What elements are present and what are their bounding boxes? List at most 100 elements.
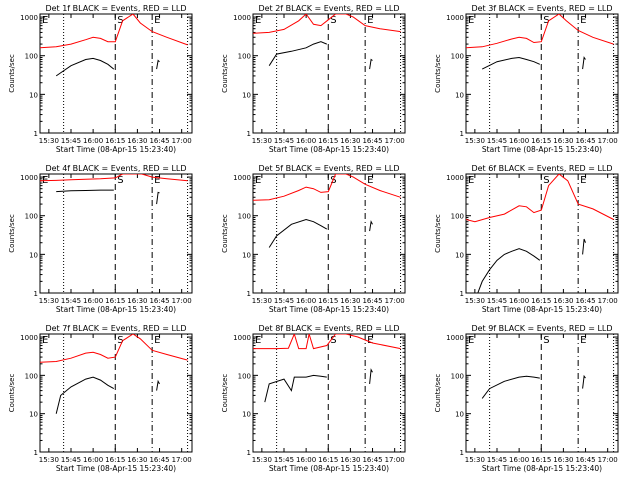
x-axis-label: Start Time (08-Apr-15 15:23:40) [269, 305, 389, 314]
x-tick-label: 15:30 [39, 297, 59, 305]
x-tick-label: 16:45 [362, 297, 382, 305]
events-series-line [481, 56, 541, 70]
marker-label: E [468, 335, 474, 346]
y-tick-label: 10 [455, 251, 464, 259]
y-tick-label: 100 [25, 372, 38, 380]
plot-frame [465, 173, 619, 294]
y-axis-label: Counts/sec [434, 54, 442, 93]
x-tick-label: 15:30 [39, 137, 59, 145]
y-tick-label: 100 [451, 213, 464, 221]
series-group [481, 374, 586, 399]
y-tick-label: 1000 [233, 174, 251, 182]
x-tick-label: 17:00 [172, 297, 192, 305]
x-tick-label: 16:00 [509, 137, 529, 145]
plot-frame [39, 173, 193, 294]
y-axis-label: Counts/sec [8, 374, 16, 413]
y-tick-label: 1000 [20, 14, 38, 22]
y-axis-label: Counts/sec [221, 374, 229, 413]
y-axis-label: Counts/sec [221, 54, 229, 93]
events-series-line [268, 41, 327, 66]
y-tick-label: 100 [238, 213, 251, 221]
x-tick-label: 15:45 [274, 297, 294, 305]
x-tick-label: 15:30 [39, 456, 59, 464]
y-axis-label: Counts/sec [221, 214, 229, 253]
x-tick-label: 16:30 [340, 456, 360, 464]
x-tick-label: 16:45 [149, 297, 169, 305]
panel-title: Det 1f BLACK = Events, RED = LLD [45, 4, 186, 13]
events-series-line [264, 374, 327, 403]
series-group [466, 14, 614, 70]
x-axis-label: Start Time (08-Apr-15 15:23:40) [482, 464, 602, 473]
x-tick-label: 17:00 [598, 297, 618, 305]
y-axis-label: Counts/sec [434, 374, 442, 413]
plot-frame [39, 333, 193, 453]
x-tick-label: 17:00 [385, 297, 405, 305]
x-axis-label: Start Time (08-Apr-15 15:23:40) [56, 305, 176, 314]
x-tick-label: 16:00 [296, 137, 316, 145]
x-tick-label: 16:00 [83, 456, 103, 464]
x-tick-label: 16:45 [362, 137, 382, 145]
y-tick-label: 1000 [233, 14, 251, 22]
panel-title: Det 2f BLACK = Events, RED = LLD [258, 4, 399, 13]
series-group [466, 174, 614, 293]
x-tick-label: 17:00 [172, 456, 192, 464]
x-tick-label: 16:30 [340, 297, 360, 305]
y-tick-label: 1000 [446, 334, 464, 342]
marker-label: E [42, 15, 48, 26]
y-tick-label: 10 [242, 251, 251, 259]
events-series-line [268, 218, 328, 248]
series-group [253, 14, 401, 70]
marker-label: S [543, 175, 549, 186]
x-tick-label: 15:30 [252, 137, 272, 145]
plot-frame [465, 13, 619, 134]
x-tick-label: 16:45 [362, 456, 382, 464]
y-tick-label: 1 [34, 290, 38, 298]
marker-label: E [42, 335, 48, 346]
marker-label: S [543, 15, 549, 26]
x-tick-label: 17:00 [385, 137, 405, 145]
panel-det-2: Det 2f BLACK = Events, RED = LLD E S E 1 10 10… [221, 4, 406, 154]
lld-series-line [466, 14, 614, 49]
marker-label: E [367, 15, 373, 26]
y-tick-label: 1000 [233, 334, 251, 342]
x-tick-label: 16:00 [509, 297, 529, 305]
x-tick-label: 16:15 [318, 137, 338, 145]
marker-label: S [117, 175, 123, 186]
plot-frame [252, 173, 406, 294]
series-group [40, 174, 188, 205]
marker-label: E [154, 335, 160, 346]
x-tick-label: 16:00 [83, 137, 103, 145]
x-tick-label: 15:45 [61, 297, 81, 305]
panel-det-7: Det 7f BLACK = Events, RED = LLD E S E 1 10 10… [8, 324, 193, 473]
x-axis-label: Start Time (08-Apr-15 15:23:40) [482, 145, 602, 154]
y-tick-label: 100 [238, 53, 251, 61]
y-tick-label: 10 [455, 91, 464, 99]
x-tick-label: 16:00 [296, 456, 316, 464]
x-tick-label: 16:00 [83, 297, 103, 305]
events-series-line [156, 379, 160, 391]
y-tick-label: 100 [451, 53, 464, 61]
marker-label: E [367, 335, 373, 346]
panel-det-1: Det 1f BLACK = Events, RED = LLD E S E 1 10 10… [8, 4, 193, 154]
y-tick-label: 100 [451, 372, 464, 380]
marker-label: S [543, 335, 549, 346]
y-axis-label: Counts/sec [8, 214, 16, 253]
x-tick-label: 15:45 [274, 456, 294, 464]
series-group [40, 14, 188, 77]
y-tick-label: 1000 [446, 174, 464, 182]
x-tick-label: 15:45 [487, 297, 507, 305]
panel-det-9: Det 9f BLACK = Events, RED = LLD E S E 1 10 10… [434, 324, 619, 473]
x-tick-label: 16:00 [509, 456, 529, 464]
y-tick-label: 100 [25, 53, 38, 61]
y-tick-label: 10 [242, 411, 251, 419]
y-axis-label: Counts/sec [8, 54, 16, 93]
panel-title: Det 6f BLACK = Events, RED = LLD [471, 164, 612, 173]
x-tick-label: 16:30 [127, 137, 147, 145]
x-tick-label: 17:00 [598, 137, 618, 145]
events-series-line [156, 191, 160, 205]
panel-title: Det 4f BLACK = Events, RED = LLD [45, 164, 186, 173]
y-tick-label: 100 [25, 213, 38, 221]
